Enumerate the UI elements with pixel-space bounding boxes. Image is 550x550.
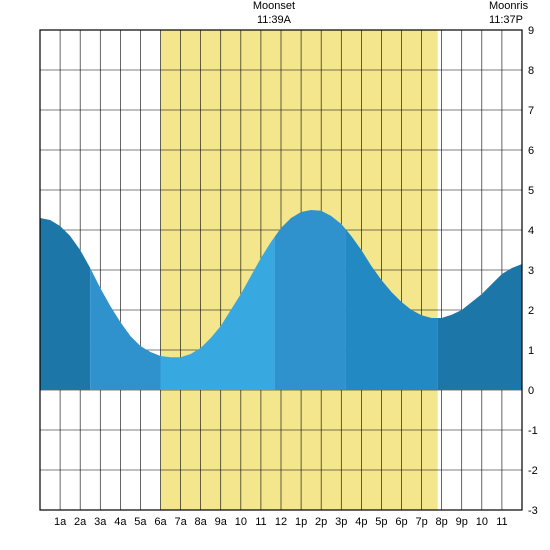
tide-chart: 1a2a3a4a5a6a7a8a9a1011121p2p3p4p5p6p7p8p… xyxy=(0,0,550,550)
svg-text:-1: -1 xyxy=(528,425,538,437)
svg-text:3: 3 xyxy=(528,265,534,277)
svg-text:6p: 6p xyxy=(395,516,407,528)
svg-text:9a: 9a xyxy=(215,516,228,528)
svg-text:2: 2 xyxy=(528,305,534,317)
svg-text:5: 5 xyxy=(528,185,534,197)
svg-text:11: 11 xyxy=(255,516,266,528)
svg-text:4: 4 xyxy=(528,225,534,237)
moonrise-title: Moonris xyxy=(489,0,539,14)
svg-text:7a: 7a xyxy=(174,516,187,528)
svg-text:5a: 5a xyxy=(134,516,147,528)
moonrise-time: 11:37P xyxy=(489,14,539,28)
moonset-title: Moonset xyxy=(244,0,304,14)
svg-text:0: 0 xyxy=(528,385,534,397)
svg-text:8p: 8p xyxy=(436,516,448,528)
svg-text:6: 6 xyxy=(528,145,534,157)
svg-text:9p: 9p xyxy=(456,516,468,528)
svg-text:1a: 1a xyxy=(54,516,67,528)
svg-text:11: 11 xyxy=(496,516,507,528)
moonset-label: Moonset 11:39A xyxy=(244,0,304,28)
svg-text:4a: 4a xyxy=(114,516,127,528)
svg-text:1: 1 xyxy=(528,345,534,357)
svg-text:12: 12 xyxy=(275,516,287,528)
svg-text:-2: -2 xyxy=(528,465,538,477)
svg-text:4p: 4p xyxy=(355,516,367,528)
svg-text:2a: 2a xyxy=(74,516,87,528)
svg-text:5p: 5p xyxy=(375,516,387,528)
moonset-time: 11:39A xyxy=(244,14,304,28)
svg-text:7: 7 xyxy=(528,105,534,117)
svg-text:7p: 7p xyxy=(415,516,427,528)
svg-text:2p: 2p xyxy=(315,516,327,528)
svg-text:10: 10 xyxy=(235,516,247,528)
svg-text:10: 10 xyxy=(476,516,488,528)
moonrise-label: Moonris 11:37P xyxy=(489,0,539,28)
x-axis-labels: 1a 2a 3a 4a 5a 6a 7a 8a 9a 10 11 12 1p 2p 3p 4p 5p 6p 7p 8p… xyxy=(54,516,508,528)
svg-text:3p: 3p xyxy=(335,516,347,528)
svg-text:3a: 3a xyxy=(94,516,107,528)
svg-text:8: 8 xyxy=(528,65,534,77)
svg-text:6a: 6a xyxy=(154,516,167,528)
chart-svg: 1a2a3a4a5a6a7a8a9a1011121p2p3p4p5p6p7p8p… xyxy=(0,0,550,550)
svg-text:-3: -3 xyxy=(528,505,538,517)
svg-text:8a: 8a xyxy=(195,516,208,528)
svg-text:1p: 1p xyxy=(295,516,307,528)
